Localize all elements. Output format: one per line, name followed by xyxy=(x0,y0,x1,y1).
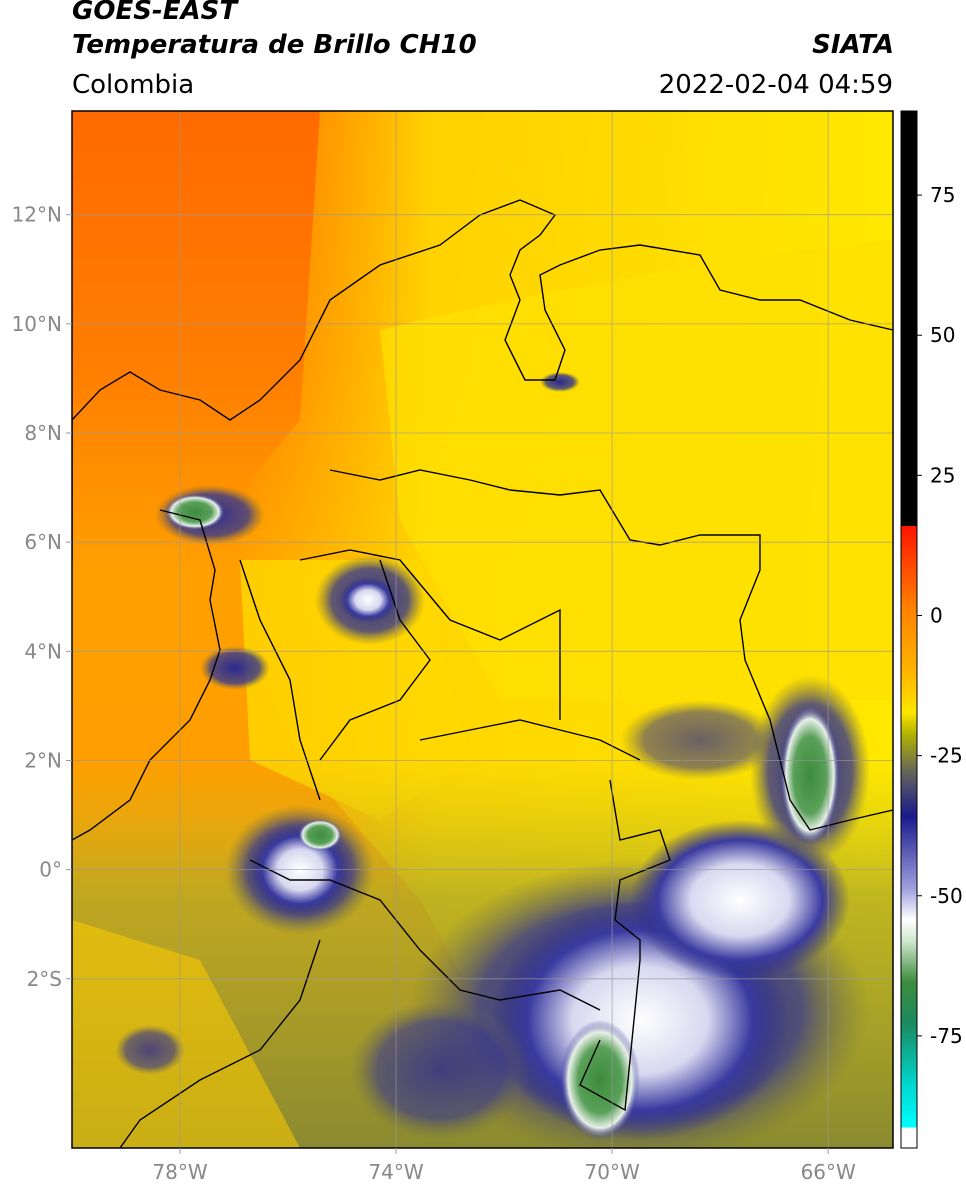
yellow-core-region xyxy=(380,240,893,700)
colorbar-tick-label: -75 xyxy=(930,1024,963,1048)
lon-tick-label: 74°W xyxy=(368,1160,423,1184)
coldest-tops-west xyxy=(298,819,342,851)
department-boundary-south xyxy=(419,719,641,761)
lat-tick-label: 10°N xyxy=(12,312,62,336)
cloud-southwest xyxy=(115,1025,185,1075)
lat-tick-label: 0° xyxy=(39,858,62,882)
latitude-axis: 12°N 10°N 8°N 6°N 4°N 2°N 0° 2°S xyxy=(12,203,72,991)
southwest-warm-region xyxy=(72,920,300,1148)
cloud-orinoquia xyxy=(620,700,780,780)
region-label: Colombia xyxy=(72,70,195,100)
lat-tick-label: 8°N xyxy=(24,421,62,445)
cloud-south-central xyxy=(350,1000,530,1140)
lat-tick-label: 2°S xyxy=(27,967,62,991)
colorbar-tick-label: -50 xyxy=(930,884,963,908)
title-line-1: GOES-EAST xyxy=(72,0,238,26)
coldest-tops-uraba xyxy=(165,494,225,530)
convection-core-andes xyxy=(340,578,396,622)
pacific-coastline xyxy=(72,420,221,841)
source-label: SIATA xyxy=(812,30,894,60)
coastlines-and-borders xyxy=(72,199,893,1148)
title-line-2: Temperatura de Brillo CH10 xyxy=(72,30,477,60)
lat-tick-label: 2°N xyxy=(24,748,62,772)
colorbar-tick-label: 25 xyxy=(930,463,955,487)
brightness-temperature-field xyxy=(72,111,893,1148)
lon-tick-label: 66°W xyxy=(801,1160,856,1184)
department-boundaries-central xyxy=(299,469,561,720)
longitude-axis: 78°W 74°W 70°W 66°W xyxy=(152,1148,856,1184)
peru-coast-region xyxy=(119,939,321,1148)
lat-tick-label: 6°N xyxy=(24,530,62,554)
colorbar-tick-label: 75 xyxy=(930,183,955,207)
venezuela-border xyxy=(509,489,893,831)
caribbean-coastline xyxy=(72,199,893,421)
brazil-border xyxy=(579,779,671,1112)
department-boundary-west xyxy=(239,559,321,801)
colorbar-tick-label: -25 xyxy=(930,744,963,768)
lon-tick-label: 70°W xyxy=(585,1160,640,1184)
lat-tick-label: 4°N xyxy=(24,639,62,663)
lat-tick-label: 12°N xyxy=(12,203,62,227)
map-frame xyxy=(71,110,894,1149)
timestamp-label: 2022-02-04 04:59 xyxy=(658,70,893,100)
department-boundary-andes xyxy=(319,559,431,761)
colorbar-tick-label: 50 xyxy=(930,323,955,347)
colorbar xyxy=(900,110,918,1149)
ecuador-peru-border xyxy=(249,859,601,1011)
cloud-maracaibo xyxy=(540,372,580,392)
gridlines xyxy=(72,111,893,1148)
coldest-tops-east xyxy=(780,705,840,845)
colorbar-ticks: 75 50 25 0 -25 -50 -75 xyxy=(917,183,963,1048)
lon-tick-label: 78°W xyxy=(152,1160,207,1184)
convection-navy-pacific xyxy=(200,646,270,690)
coldest-tops-south xyxy=(560,1020,640,1140)
colorbar-tick-label: 0 xyxy=(930,603,943,627)
